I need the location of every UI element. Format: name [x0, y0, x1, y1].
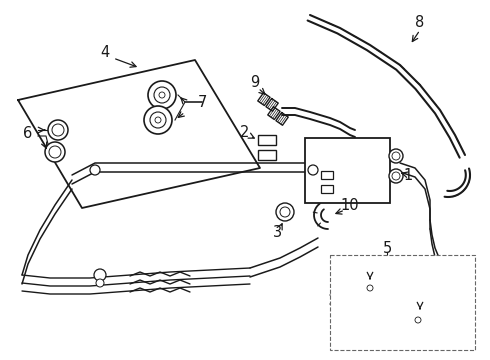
- Circle shape: [367, 285, 373, 291]
- Bar: [330, 255, 475, 350]
- Text: 7: 7: [197, 95, 207, 109]
- Text: 8: 8: [416, 14, 425, 30]
- Text: 10: 10: [341, 198, 359, 212]
- Circle shape: [90, 165, 100, 175]
- Circle shape: [45, 142, 65, 162]
- Bar: [305, 138, 390, 203]
- Circle shape: [280, 207, 290, 217]
- Circle shape: [276, 203, 294, 221]
- Bar: [321, 185, 333, 193]
- Circle shape: [392, 172, 400, 180]
- Circle shape: [308, 165, 318, 175]
- Circle shape: [96, 279, 104, 287]
- Bar: [258, 150, 276, 160]
- Circle shape: [389, 169, 403, 183]
- Circle shape: [155, 117, 161, 123]
- Circle shape: [94, 269, 106, 281]
- Circle shape: [144, 106, 172, 134]
- Bar: [258, 135, 276, 145]
- Text: 3: 3: [273, 225, 283, 239]
- Text: 6: 6: [24, 126, 33, 140]
- Circle shape: [49, 146, 61, 158]
- Circle shape: [389, 149, 403, 163]
- Bar: [321, 171, 333, 179]
- Circle shape: [48, 120, 68, 140]
- Circle shape: [154, 87, 170, 103]
- Text: 9: 9: [250, 75, 260, 90]
- Circle shape: [415, 317, 421, 323]
- Text: 5: 5: [382, 240, 392, 256]
- Circle shape: [52, 124, 64, 136]
- Text: 4: 4: [100, 45, 110, 59]
- Circle shape: [392, 152, 400, 160]
- Circle shape: [159, 92, 165, 98]
- Circle shape: [150, 112, 166, 128]
- Text: 2: 2: [240, 125, 250, 140]
- Text: 1: 1: [403, 167, 413, 183]
- Circle shape: [148, 81, 176, 109]
